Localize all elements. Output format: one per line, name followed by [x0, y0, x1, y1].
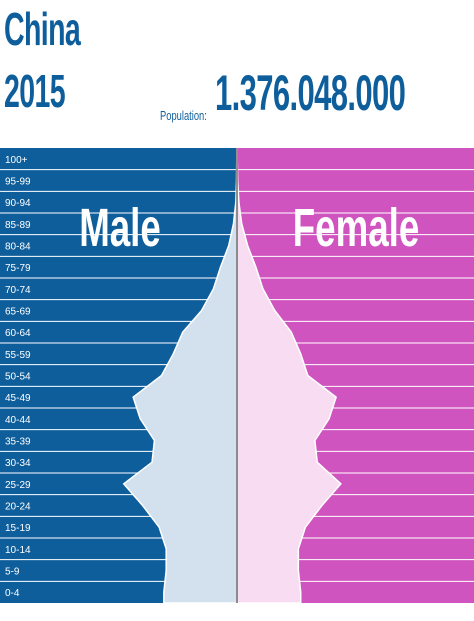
- age-label: 85-89: [5, 220, 31, 231]
- age-label: 95-99: [5, 177, 31, 188]
- x-axis: 7.5% 5% 2.5% 2.5% 5% 7.5%: [49, 603, 426, 621]
- age-label: 75-79: [5, 263, 31, 274]
- age-label: 45-49: [5, 393, 31, 404]
- age-label: 30-34: [5, 458, 31, 469]
- population-value: 1.376.048.000: [215, 65, 406, 121]
- age-label: 80-84: [5, 242, 31, 253]
- age-label: 10-14: [5, 545, 31, 556]
- age-label: 65-69: [5, 307, 31, 318]
- x-tick-label: 5%: [348, 606, 363, 617]
- age-labels: 0-4 5-9 10-14 15-19 20-24 25-29 30-34 35-39 40-4…: [5, 155, 31, 599]
- age-label: 35-39: [5, 437, 31, 448]
- population-label: Population:: [160, 108, 207, 123]
- year-title: 2015: [4, 65, 66, 117]
- female-area: [236, 147, 342, 604]
- age-label: 50-54: [5, 372, 31, 383]
- age-label: 5-9: [5, 567, 20, 578]
- age-label: 40-44: [5, 415, 31, 426]
- age-label: 100+: [5, 155, 28, 166]
- age-label: 70-74: [5, 285, 31, 296]
- x-tick-label: 7.5%: [403, 606, 426, 617]
- age-label: 55-59: [5, 350, 31, 361]
- age-label: 0-4: [5, 588, 20, 599]
- female-label: Female: [293, 197, 420, 258]
- x-tick-label: 5%: [112, 606, 127, 617]
- age-label: 90-94: [5, 198, 31, 209]
- age-label: 60-64: [5, 328, 31, 339]
- x-tick-label: 7.5%: [49, 606, 72, 617]
- age-label: 25-29: [5, 480, 31, 491]
- country-title: China: [4, 3, 81, 55]
- age-label: 15-19: [5, 523, 31, 534]
- male-label: Male: [79, 197, 161, 258]
- x-tick-label: 2.5%: [285, 606, 308, 617]
- x-tick-label: 2.5%: [167, 606, 190, 617]
- age-label: 20-24: [5, 502, 31, 513]
